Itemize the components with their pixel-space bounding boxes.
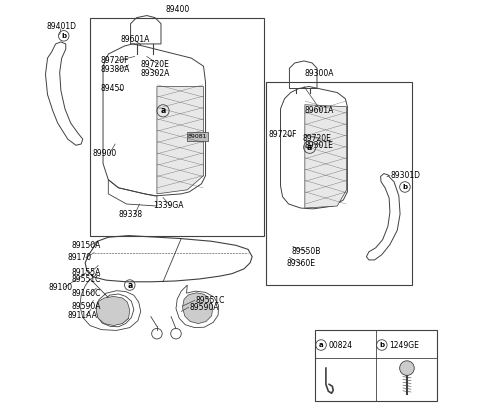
Text: 89601A: 89601A bbox=[305, 106, 334, 115]
Text: 89160C: 89160C bbox=[72, 289, 101, 299]
Text: 89720E: 89720E bbox=[303, 134, 332, 143]
Text: 89081: 89081 bbox=[188, 134, 207, 139]
Text: 00824: 00824 bbox=[328, 341, 352, 350]
Text: 89450: 89450 bbox=[100, 84, 124, 93]
Text: 89720F: 89720F bbox=[100, 55, 129, 64]
Text: 89155A: 89155A bbox=[72, 268, 101, 277]
Text: 89100: 89100 bbox=[49, 283, 73, 292]
Polygon shape bbox=[157, 86, 204, 194]
Text: b: b bbox=[379, 342, 384, 348]
Text: 89900: 89900 bbox=[92, 149, 116, 158]
Text: 89551C: 89551C bbox=[195, 296, 225, 305]
Text: a: a bbox=[127, 281, 132, 290]
Text: 89170: 89170 bbox=[68, 253, 92, 262]
Polygon shape bbox=[182, 293, 213, 324]
Text: 89590A: 89590A bbox=[72, 302, 101, 310]
Text: 1249GE: 1249GE bbox=[389, 341, 419, 350]
Text: 89550B: 89550B bbox=[292, 247, 321, 256]
Text: 89401D: 89401D bbox=[46, 22, 76, 31]
Text: 89302A: 89302A bbox=[141, 69, 170, 78]
Text: 1339GA: 1339GA bbox=[153, 201, 183, 210]
Text: 89601A: 89601A bbox=[120, 35, 150, 44]
Text: 89551C: 89551C bbox=[72, 275, 101, 284]
Polygon shape bbox=[96, 296, 130, 326]
Text: a: a bbox=[307, 143, 312, 152]
FancyBboxPatch shape bbox=[187, 132, 208, 141]
Text: 89301D: 89301D bbox=[391, 171, 421, 180]
Text: 89360E: 89360E bbox=[287, 259, 316, 268]
Text: 89338: 89338 bbox=[119, 210, 143, 219]
Circle shape bbox=[400, 361, 414, 375]
Text: 89301E: 89301E bbox=[305, 141, 334, 150]
Polygon shape bbox=[305, 105, 347, 208]
Text: 89590A: 89590A bbox=[189, 303, 219, 312]
Text: b: b bbox=[61, 33, 66, 39]
Text: a: a bbox=[319, 342, 324, 348]
Text: 89300A: 89300A bbox=[305, 69, 335, 78]
Text: 89380A: 89380A bbox=[100, 65, 130, 74]
Text: b: b bbox=[402, 184, 408, 190]
Text: a: a bbox=[160, 106, 166, 115]
Text: 89400: 89400 bbox=[165, 5, 189, 14]
Text: 89150A: 89150A bbox=[72, 241, 101, 250]
Text: 89720E: 89720E bbox=[141, 60, 169, 69]
Text: 89720F: 89720F bbox=[268, 130, 297, 139]
Text: 8911AA: 8911AA bbox=[68, 311, 97, 320]
